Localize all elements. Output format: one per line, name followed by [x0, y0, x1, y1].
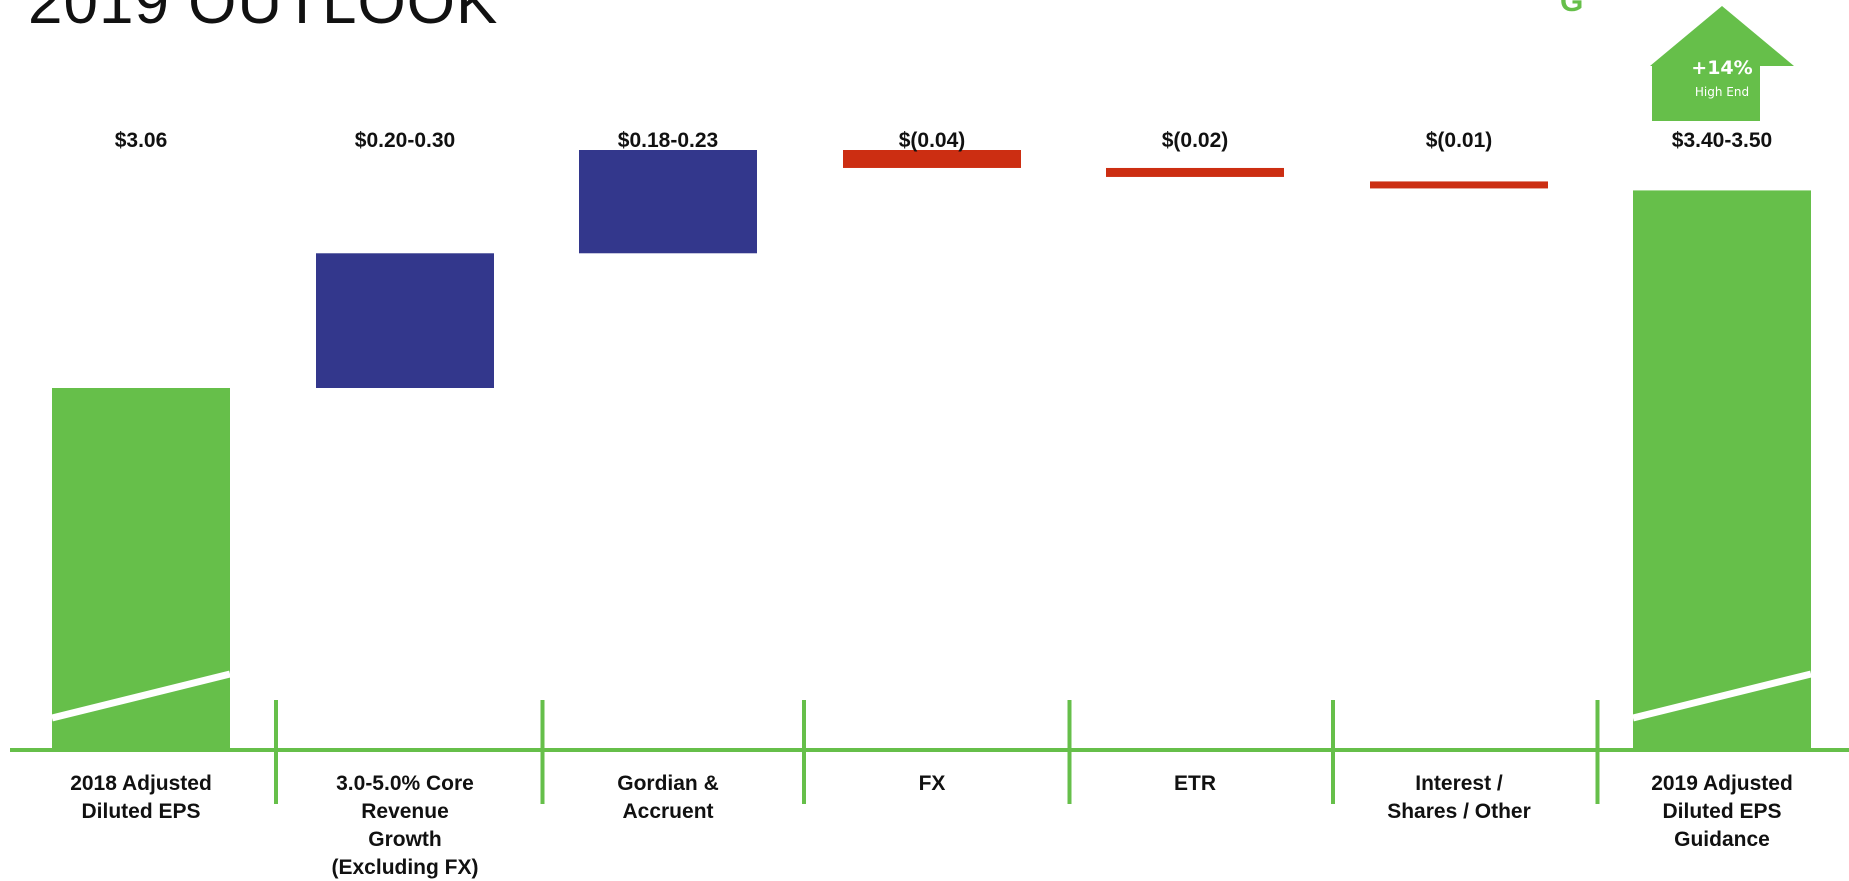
category-label: Interest / [1415, 772, 1503, 795]
growth-callout: +14% High End [1650, 6, 1794, 121]
category-label: 3.0-5.0% Core [336, 772, 474, 795]
value-label: $(0.04) [899, 129, 966, 152]
total-bar [1633, 190, 1811, 750]
value-label: $(0.02) [1162, 129, 1229, 152]
category-label: Diluted EPS [81, 800, 200, 823]
category-label: Guidance [1674, 828, 1770, 851]
value-label: $(0.01) [1426, 129, 1493, 152]
decrease-bar [1370, 181, 1548, 189]
category-label: (Excluding FX) [332, 856, 479, 879]
decrease-bar [1106, 167, 1284, 177]
increase-bar [316, 253, 494, 388]
growth-note: High End [1695, 85, 1749, 99]
category-label: 2019 Adjusted [1651, 772, 1793, 795]
axis-break-mark [1632, 670, 1812, 722]
value-label: $0.20-0.30 [355, 129, 455, 152]
category-label: Accruent [622, 800, 713, 823]
value-label: $0.18-0.23 [618, 129, 718, 152]
page-title: 2019 OUTLOOK [28, 0, 499, 37]
growth-percent: +14% [1691, 57, 1752, 79]
category-label: Gordian & [617, 772, 719, 795]
decrease-bar [843, 150, 1021, 168]
category-label: 2018 Adjusted [70, 772, 212, 795]
category-label: Diluted EPS [1662, 800, 1781, 823]
up-arrow-icon [1650, 6, 1794, 121]
category-label: ETR [1174, 772, 1216, 795]
value-label: $3.40-3.50 [1672, 129, 1772, 152]
category-label: FX [919, 772, 946, 795]
category-label: Growth [368, 828, 442, 851]
increase-bar [579, 150, 757, 254]
total-bar [52, 388, 230, 750]
value-label: $3.06 [115, 129, 168, 152]
category-label: Revenue [361, 800, 449, 823]
category-label: Shares / Other [1387, 800, 1531, 823]
axis-break-mark [51, 670, 231, 722]
